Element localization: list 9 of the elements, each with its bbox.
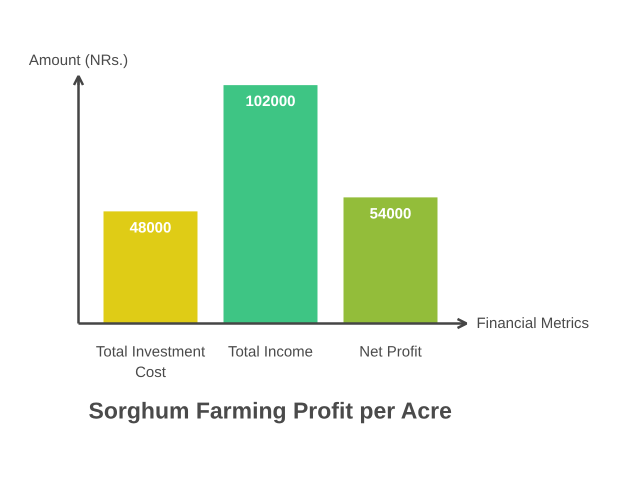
x-axis-title: Financial Metrics xyxy=(476,315,590,332)
x-tick-label: Total Investment Cost xyxy=(96,344,206,381)
x-tick-label: Total Income xyxy=(228,344,314,360)
y-axis-title: Amount (NRs.) xyxy=(28,52,128,69)
data-label: 48000 xyxy=(130,219,172,236)
text: Sorghum Farming Profit per Acre xyxy=(88,398,452,424)
data-label: 102000 xyxy=(245,93,296,110)
x-tick-label: Net Profit xyxy=(359,344,423,360)
data-label: 54000 xyxy=(370,205,412,222)
